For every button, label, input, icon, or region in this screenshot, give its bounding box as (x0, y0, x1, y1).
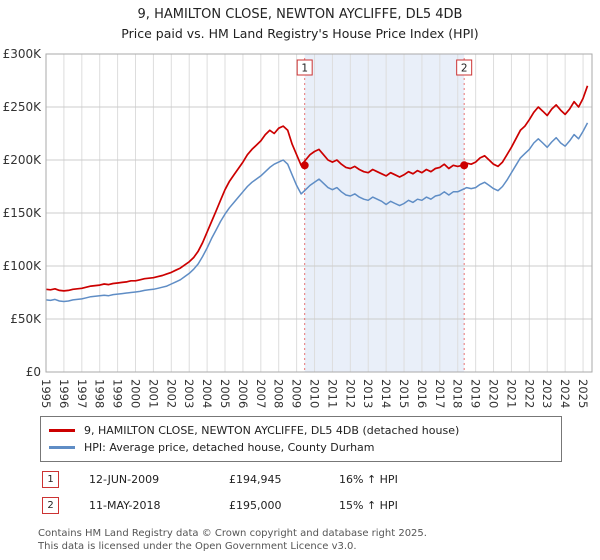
legend-swatch-hpi (49, 445, 75, 449)
license-footer: Contains HM Land Registry data © Crown c… (38, 527, 600, 554)
svg-text:2007: 2007 (254, 379, 268, 408)
svg-text:2025: 2025 (576, 379, 590, 408)
sale-1-date: 12-JUN-2009 (89, 472, 160, 486)
svg-text:£100K: £100K (3, 259, 43, 273)
svg-text:£0: £0 (26, 365, 41, 379)
page-title: 9, HAMILTON CLOSE, NEWTON AYCLIFFE, DL5 … (137, 7, 463, 22)
svg-text:2024: 2024 (558, 379, 572, 408)
svg-text:2014: 2014 (379, 379, 393, 408)
svg-text:1999: 1999 (111, 379, 125, 408)
svg-text:2000: 2000 (129, 379, 143, 408)
svg-text:2018: 2018 (451, 379, 465, 408)
svg-text:2022: 2022 (522, 379, 536, 408)
svg-text:2: 2 (461, 62, 468, 74)
chart-header: 9, HAMILTON CLOSE, NEWTON AYCLIFFE, DL5 … (0, 0, 600, 42)
svg-text:1995: 1995 (39, 379, 53, 408)
sale-2-hpi-delta: 15% ↑ HPI (339, 498, 398, 512)
svg-text:1997: 1997 (75, 379, 89, 408)
svg-text:2010: 2010 (308, 379, 322, 408)
sale-annotation-2: 2 11-MAY-2018 £195,000 15% ↑ HPI (42, 496, 600, 514)
footer-line-1: Contains HM Land Registry data © Crown c… (38, 527, 427, 539)
svg-text:2003: 2003 (182, 379, 196, 408)
legend-swatch-property (49, 428, 75, 432)
sale-1-hpi-delta: 16% ↑ HPI (339, 472, 398, 486)
legend-label-property: 9, HAMILTON CLOSE, NEWTON AYCLIFFE, DL5 … (84, 423, 460, 437)
svg-text:2012: 2012 (343, 379, 357, 408)
svg-text:2009: 2009 (290, 379, 304, 408)
sale-marker-1-badge: 1 (42, 470, 59, 488)
svg-text:2011: 2011 (325, 379, 339, 408)
svg-text:2017: 2017 (433, 379, 447, 408)
svg-text:£250K: £250K (3, 100, 43, 114)
svg-text:£50K: £50K (10, 312, 42, 326)
svg-text:2006: 2006 (236, 379, 250, 408)
sale-annotation-1: 1 12-JUN-2009 £194,945 16% ↑ HPI (42, 470, 600, 488)
legend-item-hpi: HPI: Average price, detached house, Coun… (49, 439, 553, 456)
svg-text:2008: 2008 (272, 379, 286, 408)
svg-text:2004: 2004 (200, 379, 214, 408)
svg-text:1: 1 (301, 62, 308, 74)
page-subtitle: Price paid vs. HM Land Registry's House … (121, 26, 479, 42)
legend-item-property: 9, HAMILTON CLOSE, NEWTON AYCLIFFE, DL5 … (49, 422, 553, 439)
chart-legend: 9, HAMILTON CLOSE, NEWTON AYCLIFFE, DL5 … (40, 415, 562, 462)
svg-text:2021: 2021 (504, 379, 518, 408)
svg-text:2005: 2005 (218, 379, 232, 408)
legend-label-hpi: HPI: Average price, detached house, Coun… (84, 440, 375, 454)
footer-line-2: This data is licensed under the Open Gov… (38, 541, 357, 553)
svg-text:£200K: £200K (3, 153, 43, 167)
svg-text:2001: 2001 (146, 379, 160, 408)
svg-text:2023: 2023 (540, 379, 554, 408)
svg-text:2020: 2020 (487, 379, 501, 408)
svg-text:£150K: £150K (3, 206, 43, 220)
svg-text:1996: 1996 (57, 379, 71, 408)
price-chart-svg: 1995 1996 1997 1998 1999 2000 2001 2002 2003 2004… (3, 47, 593, 408)
sale-2-price: £195,000 (229, 498, 282, 512)
sale-2-date: 11-MAY-2018 (89, 498, 161, 512)
svg-text:2019: 2019 (469, 379, 483, 408)
svg-text:2002: 2002 (164, 379, 178, 408)
sale-1-price: £194,945 (229, 472, 282, 486)
svg-text:1998: 1998 (93, 379, 107, 408)
svg-text:£300K: £300K (3, 47, 43, 61)
svg-text:2016: 2016 (415, 379, 429, 408)
svg-text:2013: 2013 (361, 379, 375, 408)
sale-marker-2-badge: 2 (42, 496, 59, 514)
svg-text:2015: 2015 (397, 379, 411, 408)
